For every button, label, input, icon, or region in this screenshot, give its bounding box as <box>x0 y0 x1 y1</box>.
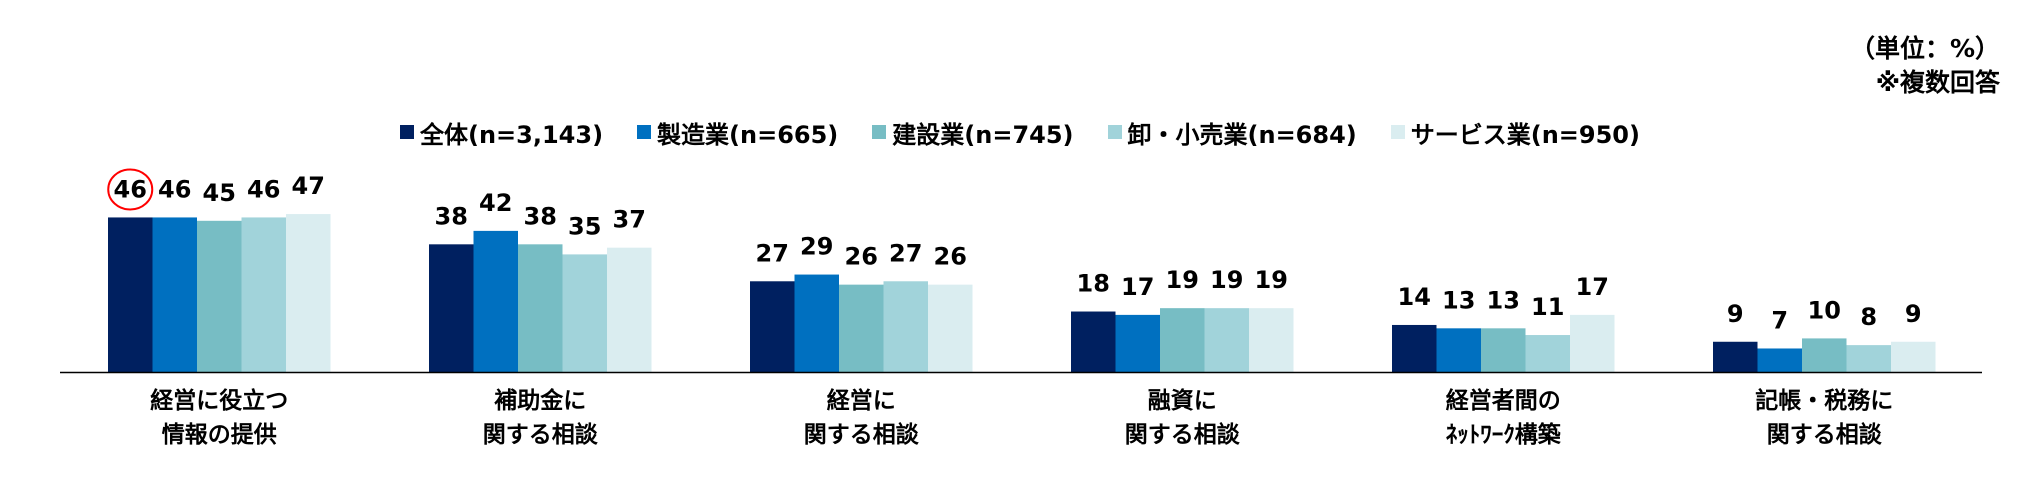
bar <box>1846 345 1891 372</box>
bar <box>1713 341 1758 372</box>
legend-swatch <box>1107 125 1122 139</box>
data-label: 26 <box>845 243 878 271</box>
data-label: 13 <box>1487 286 1520 314</box>
bar <box>152 217 197 372</box>
bar <box>518 244 563 372</box>
bar <box>794 274 839 372</box>
category-label: 補助金に <box>493 387 586 414</box>
data-label: 18 <box>1077 270 1110 298</box>
bar <box>1757 348 1802 372</box>
data-label: 27 <box>889 239 922 267</box>
legend-label: 建設業(n=745) <box>892 120 1074 149</box>
data-label: 9 <box>1905 300 1922 328</box>
bar <box>1392 324 1437 372</box>
bar <box>883 281 928 372</box>
bar <box>1204 308 1249 372</box>
bar <box>108 217 153 372</box>
data-label: 46 <box>247 175 280 203</box>
category-label: 経営に役立つ <box>150 387 288 414</box>
data-label: 29 <box>800 233 833 261</box>
unit-label: （単位：%） <box>1849 34 2000 63</box>
data-label: 10 <box>1808 296 1841 324</box>
legend-swatch <box>637 125 652 139</box>
bar <box>197 220 242 372</box>
category-label: 経営者間の <box>1446 387 1561 414</box>
data-label: 47 <box>292 172 325 200</box>
multiple-answer-note: ※複数回答 <box>1875 68 2000 97</box>
bar <box>1115 314 1160 372</box>
bar <box>1160 308 1205 372</box>
category-label: 経営に <box>827 387 896 414</box>
legend-item: 建設業(n=745) <box>872 115 1074 150</box>
legend-swatch <box>1390 125 1405 139</box>
highlight-circle <box>107 168 154 211</box>
data-label: 46 <box>158 175 191 203</box>
data-label: 27 <box>756 239 789 267</box>
category-label: 融資に <box>1148 387 1217 414</box>
data-label: 38 <box>524 202 557 230</box>
legend-swatch <box>400 125 414 139</box>
category-label: 情報の提供 <box>162 421 277 448</box>
data-label: 38 <box>435 202 468 230</box>
legend-swatch <box>872 125 887 139</box>
bar <box>1891 341 1936 372</box>
category-label: 記帳・税務に <box>1755 387 1893 414</box>
bar <box>839 284 884 372</box>
bar <box>1802 338 1847 372</box>
legend-item: 全体(n=3,143) <box>400 115 603 150</box>
data-label: 19 <box>1166 266 1199 294</box>
bar <box>286 214 331 372</box>
legend-label: 製造業(n=665) <box>657 120 839 149</box>
bar <box>562 254 607 372</box>
data-label: 9 <box>1727 300 1744 328</box>
bar <box>241 217 286 372</box>
legend-label: サービス業(n=950) <box>1410 120 1640 149</box>
bar <box>607 247 652 372</box>
data-label: 17 <box>1121 273 1154 301</box>
data-label: 45 <box>203 179 236 207</box>
category-label: 関する相談 <box>483 421 599 448</box>
data-label: 19 <box>1255 266 1288 294</box>
bar <box>1570 314 1615 372</box>
category-label: 関する相談 <box>804 421 920 448</box>
chart-legend: 全体(n=3,143) 製造業(n=665) 建設業(n=745) 卸・小売業(n=6… <box>400 115 1674 150</box>
data-label: 35 <box>568 212 601 240</box>
legend-item: 卸・小売業(n=684) <box>1107 115 1357 150</box>
bar <box>750 281 795 372</box>
data-label: 13 <box>1442 286 1475 314</box>
category-label: 関する相談 <box>1767 421 1883 448</box>
data-label: 8 <box>1860 303 1877 331</box>
data-label: 46 <box>114 175 147 203</box>
legend-item: 製造業(n=665) <box>637 115 838 150</box>
data-label: 11 <box>1531 293 1564 321</box>
bar <box>1481 328 1526 372</box>
legend-label: 全体(n=3,143) <box>420 120 604 149</box>
category-label: 関する相談 <box>1125 421 1241 448</box>
legend-label: 卸・小売業(n=684) <box>1127 120 1357 149</box>
data-label: 26 <box>934 243 967 271</box>
bar <box>1525 335 1570 372</box>
bar <box>429 244 474 372</box>
data-label: 42 <box>479 189 512 217</box>
data-label: 14 <box>1398 283 1431 311</box>
legend-item: サービス業(n=950) <box>1390 115 1640 150</box>
bar <box>1436 328 1481 372</box>
data-label: 17 <box>1576 273 1609 301</box>
bar <box>1249 308 1294 372</box>
category-label: ﾈｯﾄﾜｰｸ構築 <box>1446 421 1562 448</box>
data-label: 19 <box>1210 266 1243 294</box>
bar <box>1071 311 1116 372</box>
data-label: 7 <box>1771 306 1788 334</box>
bar <box>473 230 518 372</box>
unit-note: （単位：%） ※複数回答 <box>1850 32 2000 100</box>
bar <box>928 284 973 372</box>
data-label: 37 <box>613 206 646 234</box>
